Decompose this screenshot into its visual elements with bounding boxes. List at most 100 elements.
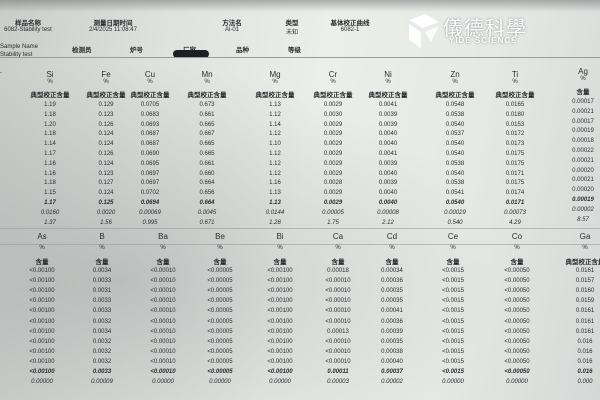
- table-cell: 0.00038: [381, 348, 403, 355]
- header-label: 炉号: [130, 47, 143, 54]
- table-cell: <0.0015: [442, 369, 464, 375]
- unit-label: %: [450, 245, 456, 251]
- table-cell: 0.00000: [31, 379, 53, 386]
- unit-label: %: [452, 79, 458, 85]
- table-cell: <0.00010: [325, 278, 351, 285]
- element-header: Ce: [447, 232, 459, 241]
- table-cell: 0.0034: [92, 268, 112, 274]
- table-cell: 0.540: [447, 219, 463, 226]
- table-cell: <0.00005: [207, 298, 233, 305]
- table-cell: 0.0029: [323, 151, 343, 157]
- table-cell: <0.00100: [29, 308, 55, 315]
- table-cell: 0.00069: [139, 209, 161, 216]
- table-cell: 0.0160: [575, 288, 595, 295]
- table-cell: 0.0032: [92, 338, 112, 345]
- table-cell: 1.15: [44, 190, 56, 197]
- table-cell: 0.0033: [92, 278, 112, 285]
- table-cell: 0.00018: [327, 268, 349, 274]
- table-cell: 0.00041: [381, 308, 403, 315]
- table-cell: 0.00022: [572, 148, 594, 154]
- table-cell: 0.661: [199, 160, 215, 167]
- column-type-label: 含量: [213, 259, 227, 266]
- table-cell: 0.0045: [197, 209, 217, 216]
- table-cell: 0.661: [199, 111, 215, 118]
- table-cell: <0.0015: [442, 338, 464, 345]
- table-cell: 0.0171: [505, 200, 525, 206]
- table-cell: 0.00036: [381, 318, 403, 325]
- column-type-label: 典型校正含量: [30, 92, 70, 99]
- table-cell: <0.00005: [207, 318, 233, 325]
- table-cell: <0.00005: [207, 358, 233, 365]
- table-cell: 1.20: [44, 121, 56, 128]
- table-cell: 0.0029: [323, 160, 343, 167]
- table-cell: <0.00005: [207, 369, 233, 375]
- table-cell: 0.0040: [378, 131, 398, 138]
- table-cell: 0.0171: [505, 170, 525, 177]
- table-cell: 0.124: [98, 190, 114, 197]
- column-type-label: 含量: [331, 259, 345, 266]
- element-header: Cr: [328, 70, 338, 79]
- column-type-label: 典型校正含量: [187, 92, 227, 99]
- table-cell: 0.00037: [381, 369, 403, 375]
- table-cell: 0.00073: [504, 209, 526, 216]
- unit-label: %: [217, 245, 223, 251]
- redacted-manufacturer: [173, 50, 209, 58]
- unit-label: %: [277, 245, 283, 251]
- table-cell: <0.00005: [207, 308, 233, 315]
- table-cell: 1.13: [269, 102, 281, 108]
- table-cell: 0.0029: [323, 200, 343, 206]
- table-cell: 0.00035: [381, 298, 403, 305]
- element-header: Cu: [144, 70, 156, 79]
- table-cell: <0.00010: [325, 318, 351, 325]
- table-cell: 0.016: [577, 338, 593, 345]
- table-cell: 1.14: [269, 121, 281, 128]
- table-cell: <0.00010: [325, 358, 351, 365]
- table-cell: 0.665: [199, 121, 215, 128]
- element-header: Be: [215, 232, 225, 241]
- table-cell: <0.00100: [267, 298, 293, 305]
- table-cell: 1.13: [269, 190, 281, 197]
- table-cell: 0.0538: [445, 180, 465, 187]
- table-cell: 0.123: [98, 111, 114, 118]
- table-cell: 0.0697: [140, 180, 160, 187]
- column-type-label: 典型校正含量: [255, 92, 295, 99]
- row-label: -: [0, 70, 2, 76]
- table-cell: 0.0175: [505, 160, 525, 167]
- table-cell: 0.0039: [378, 180, 398, 187]
- table-cell: <0.00100: [267, 369, 293, 375]
- table-cell: <0.00010: [150, 358, 176, 365]
- table-cell: 0.0174: [505, 190, 525, 197]
- table-cell: 0.0687: [140, 141, 160, 148]
- table-cell: 0.0161: [575, 318, 595, 325]
- table-cell: 1.14: [44, 141, 56, 148]
- divider: [0, 57, 600, 58]
- table-cell: 0.123: [98, 170, 114, 177]
- table-cell: 1.18: [44, 111, 56, 118]
- table-cell: 0.00021: [572, 157, 594, 164]
- table-cell: 1.17: [44, 151, 56, 157]
- table-cell: <0.00005: [207, 338, 233, 345]
- table-cell: 0.00018: [572, 138, 594, 145]
- element-header: Ba: [158, 232, 168, 241]
- table-cell: 0.126: [98, 121, 114, 128]
- header-label: 类型: [285, 20, 299, 27]
- table-cell: 0.0030: [323, 111, 343, 118]
- table-cell: 8.57: [577, 216, 589, 223]
- element-header: B: [99, 232, 105, 241]
- element-header: Ni: [384, 70, 392, 79]
- column-type-label: 含量: [446, 259, 460, 266]
- table-cell: <0.00100: [267, 358, 293, 365]
- element-header: Co: [511, 232, 523, 241]
- table-cell: <0.00050: [504, 369, 530, 375]
- unit-label: %: [204, 79, 210, 85]
- table-cell: <0.00005: [207, 348, 233, 355]
- table-cell: 1.12: [269, 151, 281, 157]
- table-cell: 0.00034: [381, 268, 403, 274]
- logo-chinese-text: 儀德科學: [443, 16, 527, 40]
- table-cell: 1.16: [44, 160, 56, 167]
- unit-label: %: [147, 79, 153, 85]
- column-type-label: 典型校正含量: [495, 92, 535, 99]
- table-cell: 0.00020: [572, 187, 594, 194]
- unit-label: %: [514, 245, 520, 251]
